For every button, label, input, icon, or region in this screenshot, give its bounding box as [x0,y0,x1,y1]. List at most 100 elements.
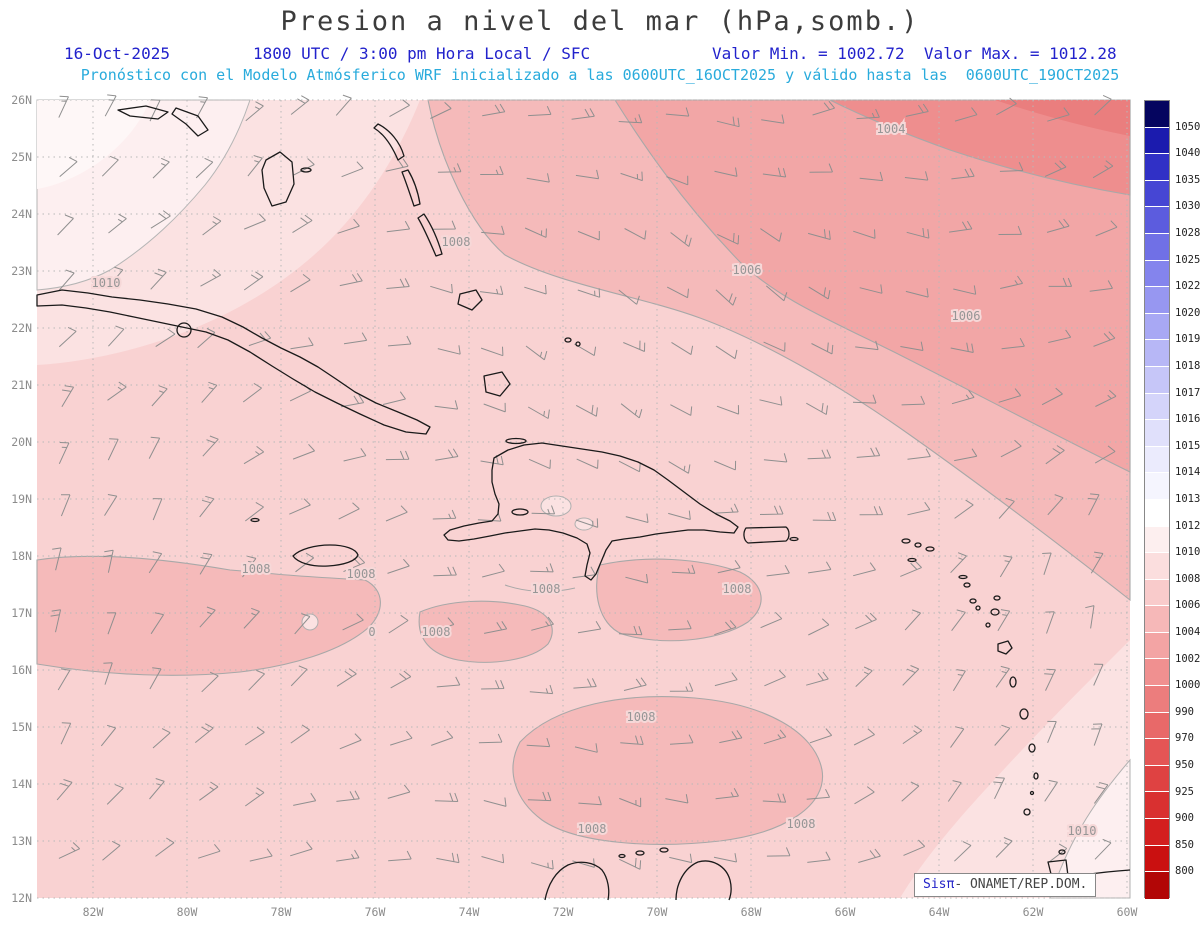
wind-barb [618,460,641,473]
wind-barb [577,621,602,634]
wind-barb [1095,220,1118,237]
wind-barb [61,385,75,408]
wind-barb [852,394,877,404]
watermark: Sisπ- ONAMET/REP.DOM. [914,873,1097,897]
colorbar-label: 1002 [1175,652,1200,665]
wind-barb [996,97,1017,116]
wind-barb [430,102,452,119]
wind-barb [859,171,884,182]
coastline-virgin-gorda [925,546,935,552]
wind-barb [108,325,125,347]
wind-barb [715,503,739,514]
wind-barb [433,566,457,577]
coastline-nevis [975,605,981,611]
coastline-bonaire [659,847,669,853]
wind-barb [900,341,924,351]
wind-barb [248,669,265,691]
colorbar-cell [1145,845,1169,873]
wind-barb [669,853,693,864]
lon-label: 68W [741,905,762,919]
colorbar-label: 1012 [1175,519,1200,532]
wind-barb [386,220,411,233]
colorbar-label: 1030 [1175,200,1200,213]
coastline-st-vincent [1033,772,1039,780]
wind-barb [103,662,113,685]
wind-barb [292,214,313,234]
wind-barb [481,680,505,690]
wind-barb [57,214,74,236]
wind-barb [907,501,931,516]
wind-barb [295,552,315,573]
colorbar-cell [1145,101,1169,128]
colorbar-label: 1020 [1175,306,1200,319]
coastline-st-martin [963,582,971,588]
wind-barb [388,850,412,862]
wind-barb [808,561,832,574]
wind-barb [1095,389,1117,407]
colorbar-cell [1145,127,1169,155]
grid-lines [37,99,1130,899]
header-forecast-line: Pronóstico con el Modelo Atmósferico WRF… [80,66,1120,84]
wind-barb [244,213,266,230]
wind-barb [951,389,975,405]
colorbar-label: 1019 [1175,333,1200,346]
colorbar-label: 850 [1175,838,1194,851]
coastline-vieques [789,536,799,542]
wind-barb [806,671,829,686]
header-valid-time: 1800 UTC / 3:00 pm Hora Local / SFC [253,44,591,63]
wind-barb [336,790,360,802]
wind-barb [714,672,738,687]
coastline-martinique [1019,708,1029,720]
wind-barb [762,793,787,803]
wind-barb [904,171,929,181]
wind-barb [149,99,161,122]
pressure-region-se-hispaniola-1006 [596,558,762,642]
wind-barb [242,382,262,403]
wind-barb [812,100,835,116]
wind-barb [806,402,828,415]
wind-barb [195,157,214,179]
coastline-grenada [1023,808,1031,816]
wind-barb [481,853,505,864]
wind-barb [575,404,598,417]
wind-barb [530,563,554,573]
wind-barb [524,284,547,295]
wind-barb [902,665,920,686]
wind-barb [385,158,409,172]
colorbar-cell [1145,579,1169,607]
colorbar-cell [1145,872,1169,899]
wind-barb [670,404,693,416]
colorbar-cell [1145,154,1169,181]
colorbar-cell [1145,819,1169,846]
wind-barb [249,848,273,862]
header-line2: 16-Oct-2025 1800 UTC / 3:00 pm Hora Loca… [0,44,1200,64]
wind-barb [620,171,643,182]
wind-barb [577,230,600,241]
wind-barb [148,436,161,459]
wind-barb [200,269,222,287]
wind-barb [808,286,831,300]
colorbar-label: 950 [1175,759,1194,771]
wind-barb [625,513,649,523]
wind-barb [149,778,165,800]
wind-barb [905,103,929,117]
colorbar-cell [1145,792,1169,820]
wind-barb [101,155,119,177]
wind-barb [950,726,965,748]
colorbar-label: 925 [1175,785,1194,798]
wind-barb [104,94,117,117]
wind-barb [620,403,643,419]
wind-barb [194,723,214,743]
wind-barb [1047,720,1057,743]
coastline-great-inagua [483,371,511,397]
wind-barb [572,858,595,868]
wind-barb [902,725,923,745]
colorbar-cell [1145,686,1169,713]
wind-barb [150,612,165,635]
wind-barb [1041,387,1063,406]
coastline-cuba [36,289,431,435]
wind-barb [434,792,459,802]
wind-barb [901,395,926,406]
page-title: Presion a nivel del mar (hPa,somb.) [280,6,920,37]
wind-barb [954,107,978,122]
